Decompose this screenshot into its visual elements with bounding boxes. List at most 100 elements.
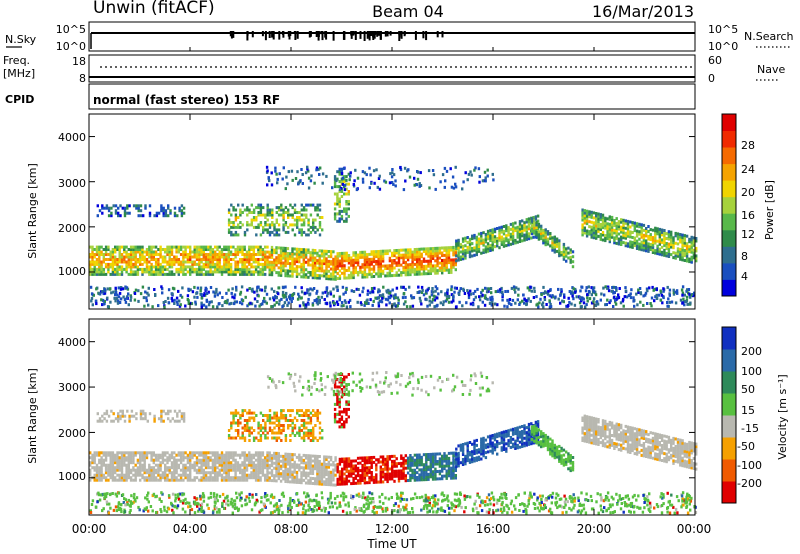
heatmap-cell (660, 230, 664, 234)
heatmap-cell (245, 476, 249, 480)
heatmap-cell (368, 468, 371, 472)
heatmap-cell (491, 228, 494, 232)
heatmap-cell (241, 253, 244, 256)
heatmap-cell (327, 250, 330, 253)
heatmap-cell (420, 291, 424, 294)
heatmap-cell (207, 461, 210, 465)
heatmap-cell (207, 258, 210, 261)
heatmap-cell (104, 471, 108, 475)
heatmap-cell (660, 238, 664, 242)
heatmap-cell (544, 233, 547, 237)
heatmap-cell (318, 460, 321, 463)
heatmap-cell (491, 301, 494, 304)
heatmap-cell (341, 285, 345, 289)
heatmap-cell (239, 248, 242, 251)
heatmap-cell (268, 260, 271, 264)
heatmap-cell (225, 468, 228, 472)
heatmap-cell (309, 459, 312, 463)
heatmap-cell (311, 248, 315, 252)
heatmap-cell (354, 266, 357, 270)
heatmap-cell (356, 461, 360, 465)
heatmap-cell (658, 242, 661, 246)
heatmap-cell (482, 241, 485, 245)
heatmap-cell (413, 176, 416, 180)
heatmap-cell (291, 178, 294, 182)
heatmap-cell (184, 245, 187, 249)
heatmap-cell (640, 235, 643, 239)
heatmap-cell (220, 265, 224, 269)
heatmap-cell (300, 473, 303, 477)
heatmap-cell (425, 249, 428, 253)
heatmap-cell (329, 260, 333, 264)
heatmap-cell (193, 267, 196, 271)
heatmap-cell (189, 253, 192, 256)
heatmap-cell (111, 478, 115, 482)
heatmap-cell (332, 294, 335, 298)
heatmap-cell (309, 258, 312, 262)
heatmap-cell (454, 305, 458, 309)
heatmap-cell (416, 260, 419, 264)
heatmap-cell (175, 300, 179, 304)
heatmap-cell (372, 275, 376, 278)
heatmap-cell (295, 257, 299, 261)
heatmap-cell (143, 478, 146, 482)
heatmap-cell (631, 221, 634, 225)
heatmap-cell (512, 285, 516, 289)
heatmap-cell (209, 260, 212, 264)
heatmap-cell (419, 299, 422, 303)
heatmap-cell (334, 473, 337, 477)
heatmap-cell (202, 265, 205, 269)
heatmap-cell (173, 255, 176, 259)
heatmap-cell (266, 468, 269, 472)
heatmap-cell (261, 272, 265, 276)
heatmap-cell (597, 220, 600, 223)
heatmap-cell (296, 225, 299, 229)
heatmap-cell (480, 231, 483, 235)
heatmap-cell (459, 243, 463, 247)
heatmap-cell (359, 456, 362, 460)
heatmap-cell (176, 303, 179, 306)
heatmap-cell (525, 220, 528, 224)
heatmap-cell (304, 454, 308, 458)
heatmap-cell (291, 247, 294, 251)
heatmap-cell (243, 473, 246, 477)
heatmap-cell (107, 214, 111, 218)
heatmap-cell (681, 293, 684, 297)
heatmap-cell (284, 269, 287, 273)
heatmap-cell (372, 257, 376, 261)
heatmap-cell (259, 233, 263, 237)
heatmap-cell (243, 260, 246, 264)
heatmap-cell (511, 242, 515, 246)
heatmap-cell (663, 248, 666, 252)
heatmap-cell (207, 476, 210, 480)
heatmap-cell (341, 470, 344, 474)
heatmap-cell (291, 480, 294, 484)
heatmap-cell (493, 235, 497, 239)
heatmap-cell (118, 250, 121, 254)
heatmap-cell (186, 453, 190, 457)
heatmap-cell (341, 251, 344, 255)
heatmap-cell (441, 254, 444, 257)
heatmap-cell (261, 451, 265, 455)
heatmap-cell (316, 302, 319, 306)
heatmap-cell (455, 259, 458, 263)
heatmap-cell (540, 229, 543, 233)
heatmap-cell (302, 206, 306, 210)
heatmap-cell (184, 476, 187, 480)
heatmap-cell (526, 286, 529, 290)
heatmap-cell (136, 258, 140, 261)
heatmap-cell (384, 267, 387, 270)
heatmap-cell (114, 288, 117, 292)
heatmap-cell (477, 242, 481, 246)
heatmap-cell (100, 260, 103, 264)
heatmap-cell (397, 251, 401, 255)
heatmap-cell (209, 258, 212, 261)
heatmap-cell (548, 299, 551, 303)
heatmap-cell (347, 276, 351, 280)
heatmap-cell (268, 456, 271, 460)
heatmap-cell (354, 256, 357, 260)
heatmap-cell (160, 285, 163, 289)
heatmap-cell (243, 258, 246, 261)
heatmap-cell (254, 478, 258, 482)
heatmap-cell (359, 461, 362, 465)
